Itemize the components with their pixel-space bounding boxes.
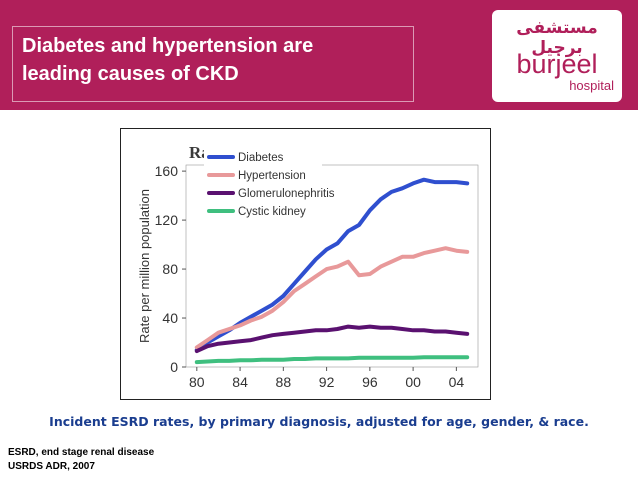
footnote-source: USRDS ADR, 2007 bbox=[8, 461, 95, 472]
slide-title-line-2: leading causes of CKD bbox=[22, 63, 239, 85]
x-tick-label: 80 bbox=[189, 374, 205, 390]
logo-arabic-text: مستشفى برجيل bbox=[516, 18, 598, 58]
logo-sub-text: hospital bbox=[569, 78, 614, 93]
footnote-abbreviation: ESRD, end stage renal disease bbox=[8, 447, 155, 458]
series-line-glomerulonephritis bbox=[194, 324, 470, 354]
y-tick-label: 120 bbox=[155, 212, 179, 228]
legend-label: Diabetes bbox=[238, 152, 284, 164]
y-tick-label: 80 bbox=[162, 261, 178, 277]
x-tick-label: 84 bbox=[232, 374, 248, 390]
x-tick-label: 96 bbox=[362, 374, 378, 390]
x-tick-label: 00 bbox=[405, 374, 421, 390]
y-tick-label: 0 bbox=[170, 359, 178, 375]
y-tick-label: 160 bbox=[155, 163, 179, 179]
logo-name-text: burjeel bbox=[516, 49, 598, 79]
series-line-cystic-kidney bbox=[194, 355, 470, 365]
y-tick-label: 40 bbox=[162, 310, 178, 326]
x-tick-label: 04 bbox=[449, 374, 465, 390]
legend-label: Glomerulonephritis bbox=[238, 188, 335, 200]
chart-frame: 0 40 80 120 160 80 84 88 92 96 00 04 Rate per millio… bbox=[120, 128, 491, 400]
hospital-logo: مستشفى برجيل burjeel hospital bbox=[492, 10, 622, 102]
legend-label: Cystic kidney bbox=[238, 206, 306, 218]
x-tick-label: 88 bbox=[276, 374, 292, 390]
y-axis-label: Rate per million population bbox=[137, 189, 152, 343]
esrd-line-chart: 0 40 80 120 160 80 84 88 92 96 00 04 Rate per millio… bbox=[137, 143, 479, 390]
x-tick-label: 92 bbox=[319, 374, 335, 390]
chart-caption: Incident ESRD rates, by primary diagnosi… bbox=[49, 414, 589, 429]
title-frame bbox=[12, 26, 414, 102]
slide-title: Diabetes and hypertension are leading ca… bbox=[22, 32, 412, 88]
series-line-hypertension bbox=[194, 246, 470, 350]
legend-label: Hypertension bbox=[238, 170, 306, 182]
slide-title-line-1: Diabetes and hypertension are bbox=[22, 35, 314, 57]
series-line-diabetes bbox=[194, 177, 470, 352]
